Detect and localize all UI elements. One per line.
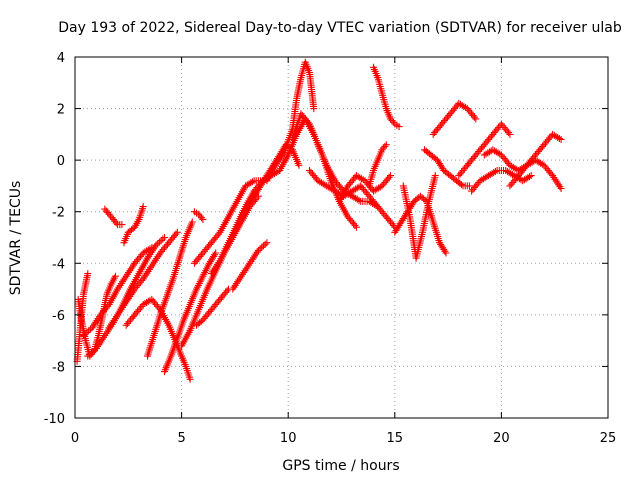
series-track-28 bbox=[429, 99, 480, 138]
series-markers bbox=[73, 270, 92, 365]
series-markers bbox=[193, 285, 232, 329]
series-track-2 bbox=[73, 270, 92, 365]
series-track-32 bbox=[506, 156, 565, 192]
y-tick-label: -10 bbox=[44, 412, 65, 427]
data-points bbox=[73, 58, 565, 383]
x-tick-label: 25 bbox=[600, 431, 617, 446]
y-tick-label: -8 bbox=[52, 360, 65, 375]
series-markers bbox=[429, 99, 480, 138]
series-track-21 bbox=[306, 167, 399, 231]
series-track-8 bbox=[122, 295, 194, 383]
series-markers bbox=[80, 244, 156, 339]
series-markers bbox=[229, 239, 271, 293]
series-track-19 bbox=[276, 115, 360, 231]
y-tick-label: -4 bbox=[52, 257, 65, 272]
series-markers bbox=[506, 156, 565, 192]
y-tick-label: 2 bbox=[57, 103, 65, 118]
series-markers bbox=[306, 167, 399, 231]
x-tick-label: 5 bbox=[177, 431, 185, 446]
series-track-9 bbox=[144, 218, 196, 360]
series-markers bbox=[105, 228, 181, 332]
x-tick-label: 15 bbox=[387, 431, 404, 446]
y-tick-label: 0 bbox=[57, 154, 65, 169]
series-markers bbox=[370, 63, 403, 131]
series-markers bbox=[468, 167, 535, 195]
series-track-4 bbox=[120, 203, 147, 247]
x-tick-label: 0 bbox=[71, 431, 79, 446]
series-track-24 bbox=[365, 141, 390, 190]
series-track-11 bbox=[190, 208, 207, 223]
series-track-7 bbox=[105, 228, 181, 332]
series-track-3 bbox=[101, 205, 126, 229]
series-markers bbox=[365, 141, 390, 190]
series-track-22 bbox=[335, 172, 394, 205]
y-tick-label: -6 bbox=[52, 309, 65, 324]
x-tick-label: 10 bbox=[280, 431, 297, 446]
series-track-16 bbox=[229, 239, 271, 293]
series-track-23 bbox=[370, 63, 403, 131]
plot-frame bbox=[74, 56, 609, 419]
y-tick-label: 4 bbox=[57, 51, 65, 66]
series-track-12 bbox=[193, 285, 232, 329]
series-markers bbox=[178, 192, 262, 350]
series-markers bbox=[421, 146, 473, 190]
chart-title: Day 193 of 2022, Sidereal Day-to-day VTE… bbox=[58, 20, 622, 36]
y-axis-label: SDTVAR / TECUs bbox=[8, 181, 24, 296]
series-markers bbox=[455, 120, 514, 180]
series-track-5 bbox=[80, 244, 156, 339]
series-track-14 bbox=[190, 177, 267, 267]
series-markers bbox=[144, 218, 196, 360]
series-track-30 bbox=[468, 167, 535, 195]
series-markers bbox=[276, 115, 360, 231]
series-track-10 bbox=[161, 249, 220, 376]
series-markers bbox=[120, 203, 147, 247]
x-tick-label: 20 bbox=[493, 431, 510, 446]
series-markers bbox=[335, 172, 394, 205]
series-markers bbox=[101, 205, 126, 229]
series-markers bbox=[190, 177, 267, 267]
x-axis-label: GPS time / hours bbox=[282, 458, 399, 474]
series-markers bbox=[161, 249, 220, 376]
series-markers bbox=[399, 172, 439, 262]
series-markers bbox=[190, 208, 207, 223]
y-tick-label: -2 bbox=[52, 206, 65, 221]
series-track-27 bbox=[421, 146, 473, 190]
series-track-26 bbox=[399, 172, 439, 262]
series-markers bbox=[122, 295, 194, 383]
axis-ticks: 0 5 10 15 20 25 -10 -8 -6 -4 -2 0 2 4 bbox=[44, 51, 617, 446]
grid bbox=[75, 57, 608, 418]
series-track-29 bbox=[455, 120, 514, 180]
series-track-13 bbox=[178, 192, 262, 350]
